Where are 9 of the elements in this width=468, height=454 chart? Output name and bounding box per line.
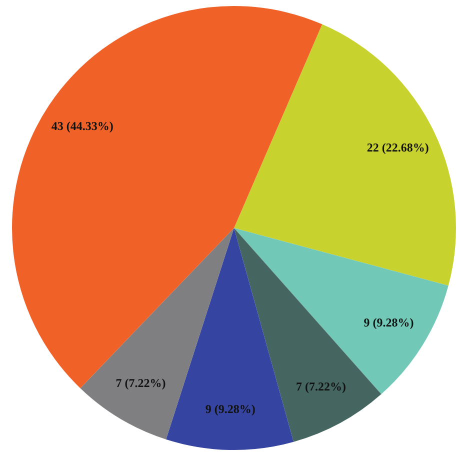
data-label: 7 (7.22%) bbox=[116, 376, 166, 390]
data-label: 43 (44.33%) bbox=[51, 118, 114, 133]
data-label: 22 (22.68%) bbox=[366, 140, 429, 155]
data-label: 9 (9.28%) bbox=[364, 316, 414, 330]
pie-slice bbox=[234, 24, 456, 286]
pie-slice bbox=[234, 228, 448, 394]
pie-slice bbox=[166, 228, 294, 450]
data-label: 7 (7.22%) bbox=[296, 380, 346, 394]
data-label: 9 (9.28%) bbox=[205, 402, 256, 416]
